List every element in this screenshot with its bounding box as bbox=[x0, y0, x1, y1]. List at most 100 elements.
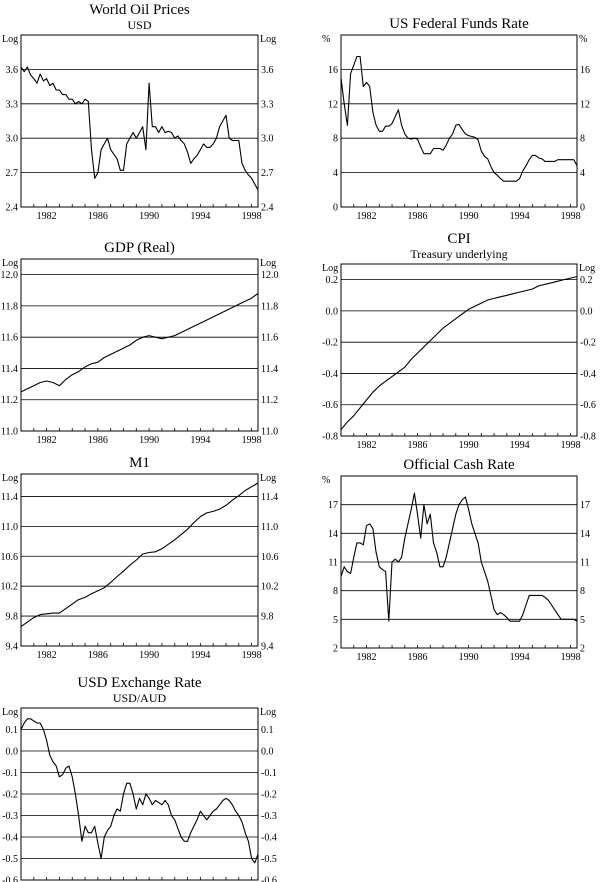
series-line bbox=[20, 66, 259, 191]
y-tick-label-right: 0.0 bbox=[580, 306, 593, 317]
chart-title: GDP (Real) bbox=[104, 240, 175, 256]
x-tick-label: 1994 bbox=[190, 650, 210, 661]
y-tick-label-right: -0.2 bbox=[580, 338, 596, 349]
x-tick-label: 1982 bbox=[357, 652, 377, 663]
y-tick-label-right: 3.0 bbox=[261, 134, 274, 145]
x-tick-label: 1982 bbox=[357, 211, 377, 222]
series-line bbox=[340, 492, 578, 622]
chart-title: CPI bbox=[447, 231, 470, 247]
y-tick-label-right: 11.8 bbox=[261, 301, 278, 312]
y-tick-label-right: -0.6 bbox=[580, 400, 596, 411]
y-tick-label-right: 17 bbox=[580, 500, 590, 511]
y-tick-label-right: 12.0 bbox=[261, 270, 279, 281]
y-tick-label-right: -0.4 bbox=[580, 369, 596, 380]
y-tick-label-right: 11.6 bbox=[261, 333, 278, 344]
y-tick-label-left: 3.6 bbox=[6, 65, 19, 76]
y-tick-label-right: 11.4 bbox=[261, 364, 278, 375]
series-line bbox=[20, 718, 259, 864]
y-tick-label-left: 0.1 bbox=[6, 725, 19, 736]
y-tick-label-right: 3.6 bbox=[261, 65, 274, 76]
y-tick-label-right: 11.4 bbox=[261, 492, 278, 503]
x-tick-label: 1998 bbox=[561, 440, 581, 451]
panel-official-cash-rate: Official Cash Rate% 17 17 14 14 11 11 8 8 5 5 2 2 198… bbox=[322, 457, 590, 663]
chart-title: World Oil Prices bbox=[89, 2, 190, 18]
plot-frame bbox=[340, 34, 578, 208]
x-tick-label: 1986 bbox=[408, 211, 428, 222]
y-tick-label-left: 3.0 bbox=[6, 134, 19, 145]
y-tick-label-left: -0.6 bbox=[2, 876, 18, 882]
chart-title: Official Cash Rate bbox=[403, 457, 515, 473]
y-tick-label-left: 10.2 bbox=[1, 582, 19, 593]
y-tick-label-right: 3.3 bbox=[261, 99, 274, 110]
y-tick-label-left: 9.8 bbox=[6, 612, 19, 623]
series-line bbox=[340, 55, 578, 182]
y-tick-label-right: 14 bbox=[580, 529, 590, 540]
plot-frame bbox=[20, 258, 259, 432]
unit-label-left: Log bbox=[2, 473, 18, 484]
y-tick-label-right: -0.1 bbox=[261, 768, 277, 779]
unit-label-right: Log bbox=[260, 707, 276, 718]
y-tick-label-left: 11.6 bbox=[1, 333, 18, 344]
y-tick-label-left: 12.0 bbox=[1, 270, 19, 281]
y-tick-label-left: 16 bbox=[328, 65, 338, 76]
x-tick-label: 1994 bbox=[510, 440, 530, 451]
panel-m1: M1 Log Log 11.4 11.4 11.0 11.0 10.6 10.6 10.2 10.2… bbox=[1, 455, 279, 661]
y-tick-label-right: 2.7 bbox=[261, 168, 274, 179]
y-tick-label-right: -0.2 bbox=[261, 790, 277, 801]
y-tick-label-left: 2.4 bbox=[6, 203, 19, 214]
y-tick-label-left: 8 bbox=[333, 134, 338, 145]
chart-subtitle: USD/AUD bbox=[113, 691, 167, 705]
chart-title: US Federal Funds Rate bbox=[389, 16, 529, 32]
chart-title: M1 bbox=[129, 455, 150, 471]
y-tick-label-left: 8 bbox=[333, 586, 338, 597]
y-tick-label-left: -0.6 bbox=[322, 400, 338, 411]
x-tick-label: 1982 bbox=[357, 440, 377, 451]
y-tick-label-left: -0.4 bbox=[2, 833, 18, 844]
y-tick-label-left: 11.4 bbox=[1, 492, 18, 503]
unit-label-right: Log bbox=[260, 473, 276, 484]
y-tick-label-right: 0 bbox=[580, 203, 585, 214]
y-tick-label-left: 2.7 bbox=[6, 168, 19, 179]
y-tick-label-right: 11.0 bbox=[261, 427, 278, 438]
chart-subtitle: USD bbox=[127, 18, 151, 32]
x-tick-label: 1990 bbox=[459, 211, 479, 222]
y-tick-label-left: 2 bbox=[333, 644, 338, 655]
x-tick-label: 1998 bbox=[561, 652, 581, 663]
y-tick-label-left: 17 bbox=[328, 500, 338, 511]
y-tick-label-right: -0.3 bbox=[261, 811, 277, 822]
x-tick-label: 1998 bbox=[561, 211, 581, 222]
y-tick-label-left: 11.4 bbox=[1, 364, 18, 375]
x-tick-label: 1986 bbox=[408, 440, 428, 451]
y-tick-label-left: 0.0 bbox=[6, 747, 19, 758]
x-tick-label: 1990 bbox=[459, 652, 479, 663]
unit-label-right: % bbox=[579, 34, 587, 45]
y-tick-label-right: 11 bbox=[580, 558, 590, 569]
y-tick-label-right: 0.0 bbox=[261, 747, 274, 758]
x-tick-label: 1982 bbox=[37, 211, 57, 222]
y-tick-label-right: 8 bbox=[580, 586, 585, 597]
y-tick-label-right: 2 bbox=[580, 644, 585, 655]
x-tick-label: 1994 bbox=[510, 652, 530, 663]
y-tick-label-right: 5 bbox=[580, 615, 585, 626]
y-tick-label-right: 11.2 bbox=[261, 395, 278, 406]
unit-label-left: Log bbox=[2, 34, 18, 45]
y-tick-label-right: 8 bbox=[580, 134, 585, 145]
y-tick-label-right: 9.8 bbox=[261, 612, 274, 623]
y-tick-label-left: 11.2 bbox=[1, 395, 18, 406]
y-tick-label-left: 5 bbox=[333, 615, 338, 626]
plot-frame bbox=[340, 475, 578, 649]
y-tick-label-left: -0.5 bbox=[2, 854, 18, 865]
unit-label-left: % bbox=[322, 34, 330, 45]
y-tick-label-left: -0.3 bbox=[2, 811, 18, 822]
y-tick-label-left: 11 bbox=[328, 558, 338, 569]
y-tick-label-right: -0.8 bbox=[580, 432, 596, 443]
y-tick-label-left: 4 bbox=[333, 168, 338, 179]
y-tick-label-left: -0.1 bbox=[2, 768, 18, 779]
x-tick-label: 1986 bbox=[408, 652, 428, 663]
y-tick-label-left: 12 bbox=[328, 99, 338, 110]
x-tick-label: 1990 bbox=[459, 440, 479, 451]
series-line bbox=[340, 275, 578, 431]
x-tick-label: 1982 bbox=[37, 650, 57, 661]
